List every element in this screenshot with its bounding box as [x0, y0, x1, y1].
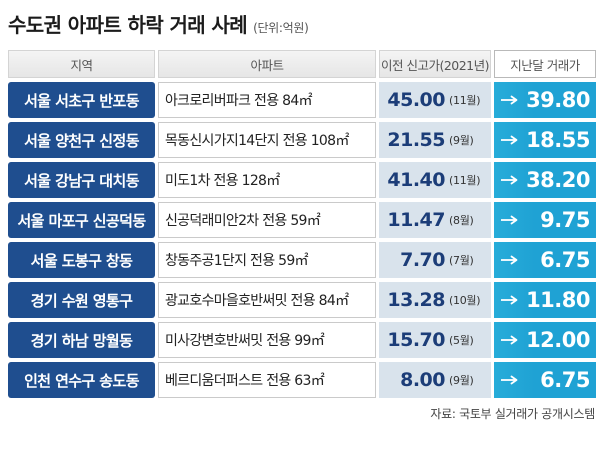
last-price-cell: 6.75 [494, 362, 596, 398]
source-note: 자료: 국토부 실거래가 공개시스템 [430, 407, 595, 421]
prev-high-cell: 13.28 (10월) [379, 282, 491, 318]
prev-high-month: (9월) [449, 374, 474, 387]
last-price-value: 6.75 [540, 248, 590, 272]
apartment-cell: 창동주공1단지 전용 59㎡ [158, 242, 376, 278]
prev-high-month: (5월) [449, 334, 474, 347]
last-price-value: 39.80 [526, 88, 590, 112]
prev-high-cell: 21.55 (9월) [379, 122, 491, 158]
prev-high-month: (10월) [449, 294, 481, 307]
last-price-cell: 12.00 [494, 322, 596, 358]
region-cell: 경기 수원 영통구 [8, 282, 155, 318]
prev-high-value: 21.55 [387, 129, 445, 151]
prev-high-value: 41.40 [387, 169, 445, 191]
apartment-cell: 목동신시가지14단지 전용 108㎡ [158, 122, 376, 158]
right-arrow-icon [500, 375, 518, 385]
prev-high-value: 11.47 [387, 209, 445, 231]
last-price-value: 18.55 [526, 128, 590, 152]
last-price-value: 38.20 [526, 168, 590, 192]
unit-note: (단위:억원) [253, 21, 309, 35]
region-cell: 서울 마포구 신공덕동 [8, 202, 155, 238]
right-arrow-icon [500, 255, 518, 265]
apartment-cell: 미사강변호반써밋 전용 99㎡ [158, 322, 376, 358]
prev-high-cell: 8.00 (9월) [379, 362, 491, 398]
last-price-value: 9.75 [540, 208, 590, 232]
table-row: 경기 하남 망월동 미사강변호반써밋 전용 99㎡ 15.70 (5월) 12.00 [8, 322, 596, 358]
prev-high-month: (11월) [449, 174, 481, 187]
last-price-value: 11.80 [526, 288, 590, 312]
last-price-cell: 39.80 [494, 82, 596, 118]
apartment-cell: 베르디움더퍼스트 전용 63㎡ [158, 362, 376, 398]
right-arrow-icon [500, 335, 518, 345]
apartment-cell: 광교호수마을호반써밋 전용 84㎡ [158, 282, 376, 318]
apartment-cell: 미도1차 전용 128㎡ [158, 162, 376, 198]
region-cell: 서울 도봉구 창동 [8, 242, 155, 278]
prev-high-month: (9월) [449, 134, 474, 147]
table-header: 지역 아파트 이전 신고가(2021년) 지난달 거래가 [8, 50, 596, 78]
prev-high-value: 13.28 [387, 289, 445, 311]
last-price-cell: 38.20 [494, 162, 596, 198]
prev-high-month: (7월) [449, 254, 474, 267]
region-cell: 서울 강남구 대치동 [8, 162, 155, 198]
table-body: 서울 서초구 반포동 아크로리버파크 전용 84㎡ 45.00 (11월) 39.80 서… [8, 82, 596, 398]
prev-high-month: (11월) [449, 94, 481, 107]
prev-high-cell: 7.70 (7월) [379, 242, 491, 278]
last-price-cell: 18.55 [494, 122, 596, 158]
last-price-value: 6.75 [540, 368, 590, 392]
right-arrow-icon [500, 135, 518, 145]
price-table: 지역 아파트 이전 신고가(2021년) 지난달 거래가 서울 서초구 반포동 아… [8, 50, 596, 398]
right-arrow-icon [500, 95, 518, 105]
prev-high-value: 8.00 [400, 369, 445, 391]
prev-high-month: (8월) [449, 214, 474, 227]
table-row: 서울 서초구 반포동 아크로리버파크 전용 84㎡ 45.00 (11월) 39.80 [8, 82, 596, 118]
header-last-price: 지난달 거래가 [494, 50, 596, 78]
last-price-cell: 11.80 [494, 282, 596, 318]
region-cell: 서울 양천구 신정동 [8, 122, 155, 158]
prev-high-cell: 11.47 (8월) [379, 202, 491, 238]
apartment-cell: 신공덕래미안2차 전용 59㎡ [158, 202, 376, 238]
region-cell: 인천 연수구 송도동 [8, 362, 155, 398]
last-price-cell: 9.75 [494, 202, 596, 238]
region-cell: 경기 하남 망월동 [8, 322, 155, 358]
last-price-value: 12.00 [526, 328, 590, 352]
last-price-cell: 6.75 [494, 242, 596, 278]
prev-high-cell: 15.70 (5월) [379, 322, 491, 358]
right-arrow-icon [500, 295, 518, 305]
chart-title: 수도권 아파트 하락 거래 사례 [8, 13, 248, 37]
prev-high-value: 15.70 [387, 329, 445, 351]
apartment-cell: 아크로리버파크 전용 84㎡ [158, 82, 376, 118]
prev-high-cell: 45.00 (11월) [379, 82, 491, 118]
table-row: 서울 강남구 대치동 미도1차 전용 128㎡ 41.40 (11월) 38.20 [8, 162, 596, 198]
right-arrow-icon [500, 215, 518, 225]
table-row: 서울 양천구 신정동 목동신시가지14단지 전용 108㎡ 21.55 (9월) 18.… [8, 122, 596, 158]
table-row: 경기 수원 영통구 광교호수마을호반써밋 전용 84㎡ 13.28 (10월) 11.8… [8, 282, 596, 318]
right-arrow-icon [500, 175, 518, 185]
header-apartment: 아파트 [158, 50, 376, 78]
table-row: 서울 마포구 신공덕동 신공덕래미안2차 전용 59㎡ 11.47 (8월) 9.75 [8, 202, 596, 238]
table-row: 인천 연수구 송도동 베르디움더퍼스트 전용 63㎡ 8.00 (9월) 6.75 [8, 362, 596, 398]
table-row: 서울 도봉구 창동 창동주공1단지 전용 59㎡ 7.70 (7월) 6.75 [8, 242, 596, 278]
prev-high-value: 45.00 [387, 89, 445, 111]
title-bar: 수도권 아파트 하락 거래 사례 (단위:억원) [8, 9, 309, 38]
prev-high-value: 7.70 [400, 249, 445, 271]
prev-high-cell: 41.40 (11월) [379, 162, 491, 198]
region-cell: 서울 서초구 반포동 [8, 82, 155, 118]
header-region: 지역 [8, 50, 155, 78]
header-prev-high: 이전 신고가(2021년) [379, 50, 491, 78]
